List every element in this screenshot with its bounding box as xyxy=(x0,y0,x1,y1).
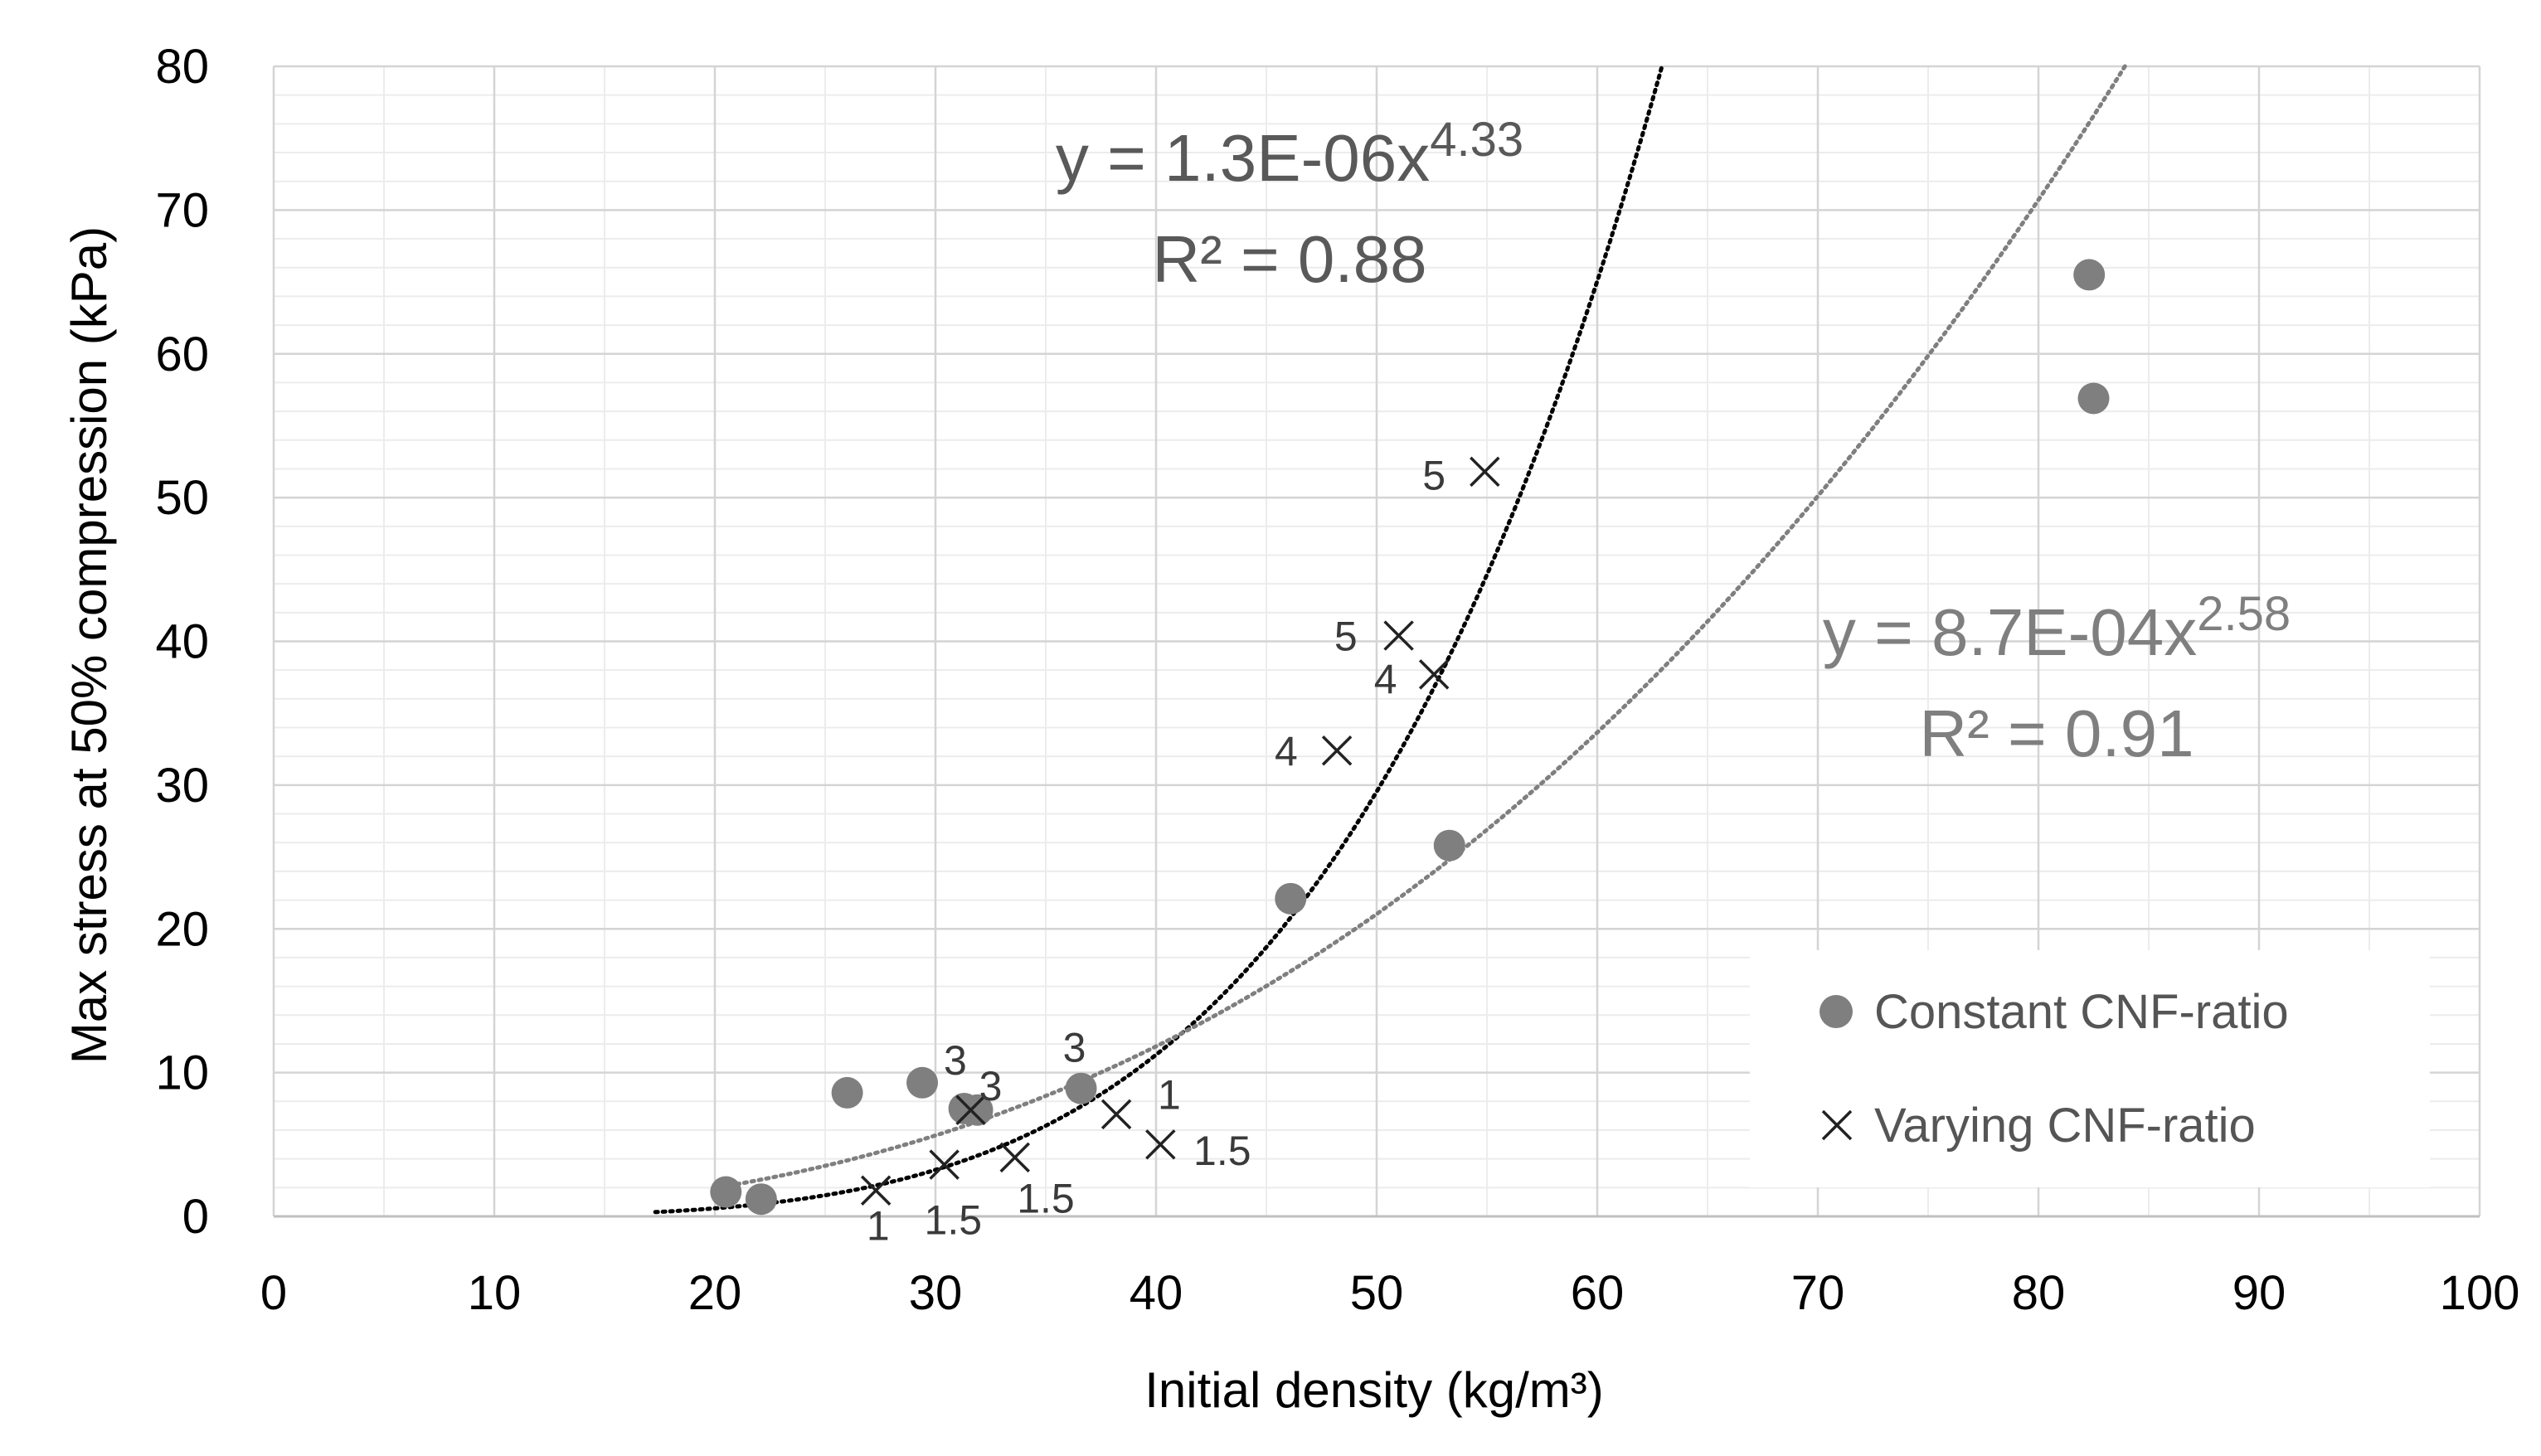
trendlines xyxy=(653,64,2127,1215)
data-point-circle xyxy=(961,1094,994,1126)
trendline-equations: y = 1.3E-06x4.33 R² = 0.88 y = 8.7E-04x2.5… xyxy=(1056,113,2291,770)
data-markers xyxy=(710,259,2110,1216)
point-label: 1 xyxy=(1158,1072,1181,1119)
data-point-circle xyxy=(906,1066,939,1099)
point-label: 1 xyxy=(867,1202,890,1249)
data-point-x-stroke xyxy=(860,1175,892,1206)
x-tick-label: 50 xyxy=(1350,1266,1404,1320)
x-tick-label: 40 xyxy=(1130,1266,1183,1320)
data-point-x-stroke xyxy=(1418,659,1450,690)
point-label: 4 xyxy=(1275,728,1298,774)
point-label: 5 xyxy=(1422,452,1445,498)
legend-label-varying: Varying CNF-ratio xyxy=(1874,1099,2256,1153)
y-tick-label: 20 xyxy=(155,902,209,956)
data-point-circle xyxy=(2073,259,2106,291)
tick-labels: 0 10 20 30 40 50 60 70 80 90 100 0 10 20 30 40 50 60 70 80 xyxy=(155,40,2519,1320)
x-tick-label: 70 xyxy=(1791,1266,1845,1320)
x-tick-label: 30 xyxy=(909,1266,963,1320)
y-tick-label: 80 xyxy=(155,40,209,94)
x-tick-label: 10 xyxy=(468,1266,522,1320)
y-tick-label: 10 xyxy=(155,1046,209,1100)
x-axis-title: Initial density (kg/m³) xyxy=(1144,1362,1603,1418)
data-point-circle xyxy=(2077,382,2110,415)
data-point-circle xyxy=(1275,882,1307,915)
legend-box xyxy=(1750,950,2430,1187)
data-point-x xyxy=(1145,1129,1176,1160)
data-point-x xyxy=(1100,1099,1132,1130)
point-label: 5 xyxy=(1334,614,1358,660)
trendline xyxy=(735,64,2127,1187)
point-label: 1.5 xyxy=(1193,1128,1251,1174)
y-tick-label: 60 xyxy=(155,328,209,381)
data-point-circle xyxy=(710,1176,742,1208)
data-point-x xyxy=(860,1175,892,1206)
x-tick-label: 0 xyxy=(260,1266,287,1320)
data-point-x xyxy=(1321,735,1353,766)
y-tick-label: 0 xyxy=(182,1190,209,1244)
data-point-circle xyxy=(1065,1072,1097,1104)
data-point-x-stroke xyxy=(1321,735,1353,766)
point-label: 4 xyxy=(1374,657,1397,703)
data-point-x-stroke xyxy=(999,1142,1030,1173)
legend-label-constant: Constant CNF-ratio xyxy=(1874,985,2289,1039)
data-point-x xyxy=(929,1149,960,1180)
y-tick-label: 40 xyxy=(155,615,209,669)
data-point-x-stroke xyxy=(1145,1129,1176,1160)
y-tick-label: 50 xyxy=(155,471,209,525)
legend-circle-icon xyxy=(1820,995,1853,1028)
y-tick-label: 70 xyxy=(155,183,209,237)
legend-x-icon xyxy=(1821,1109,1853,1141)
trendline-equation: y = 8.7E-04x2.58 xyxy=(1823,587,2291,669)
data-point-x-stroke xyxy=(929,1149,960,1180)
y-tick-label: 30 xyxy=(155,759,209,813)
x-tick-label: 80 xyxy=(2012,1266,2066,1320)
trendline-equation: y = 1.3E-06x4.33 xyxy=(1056,113,1523,195)
trendline-r2: R² = 0.88 xyxy=(1152,222,1426,296)
data-point-x-stroke xyxy=(955,1094,986,1125)
x-tick-label: 20 xyxy=(688,1266,742,1320)
data-point-x xyxy=(1470,456,1500,488)
data-point-x-stroke xyxy=(1100,1099,1132,1130)
data-point-circle xyxy=(745,1183,777,1216)
point-label: 1.5 xyxy=(925,1196,983,1243)
x-tick-label: 60 xyxy=(1571,1266,1625,1320)
data-point-x-stroke xyxy=(1470,456,1500,488)
data-point-circle xyxy=(831,1076,863,1109)
data-point-x xyxy=(1383,620,1414,651)
data-point-x xyxy=(955,1094,986,1125)
data-point-x xyxy=(1418,659,1450,690)
point-label: 3 xyxy=(1063,1024,1086,1070)
trendline-r2: R² = 0.91 xyxy=(1919,696,2194,770)
point-label: 3 xyxy=(979,1063,1003,1109)
x-tick-label: 90 xyxy=(2232,1266,2286,1320)
data-point-circle xyxy=(1433,829,1465,861)
legend: Constant CNF-ratio Varying CNF-ratio xyxy=(1750,950,2430,1187)
data-point-x-stroke xyxy=(1383,620,1414,651)
data-point-x xyxy=(999,1142,1030,1173)
trendline xyxy=(653,64,1664,1215)
x-tick-label: 100 xyxy=(2440,1266,2520,1320)
y-axis-title: Max stress at 50% compression (kPa) xyxy=(61,226,117,1064)
point-label: 1.5 xyxy=(1017,1175,1075,1221)
point-label: 3 xyxy=(944,1037,967,1084)
